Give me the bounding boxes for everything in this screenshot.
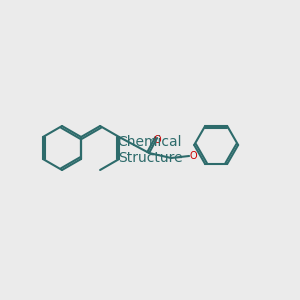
Text: O: O: [189, 151, 197, 161]
Text: O: O: [153, 135, 161, 145]
Text: Chemical
Structure: Chemical Structure: [118, 135, 182, 165]
